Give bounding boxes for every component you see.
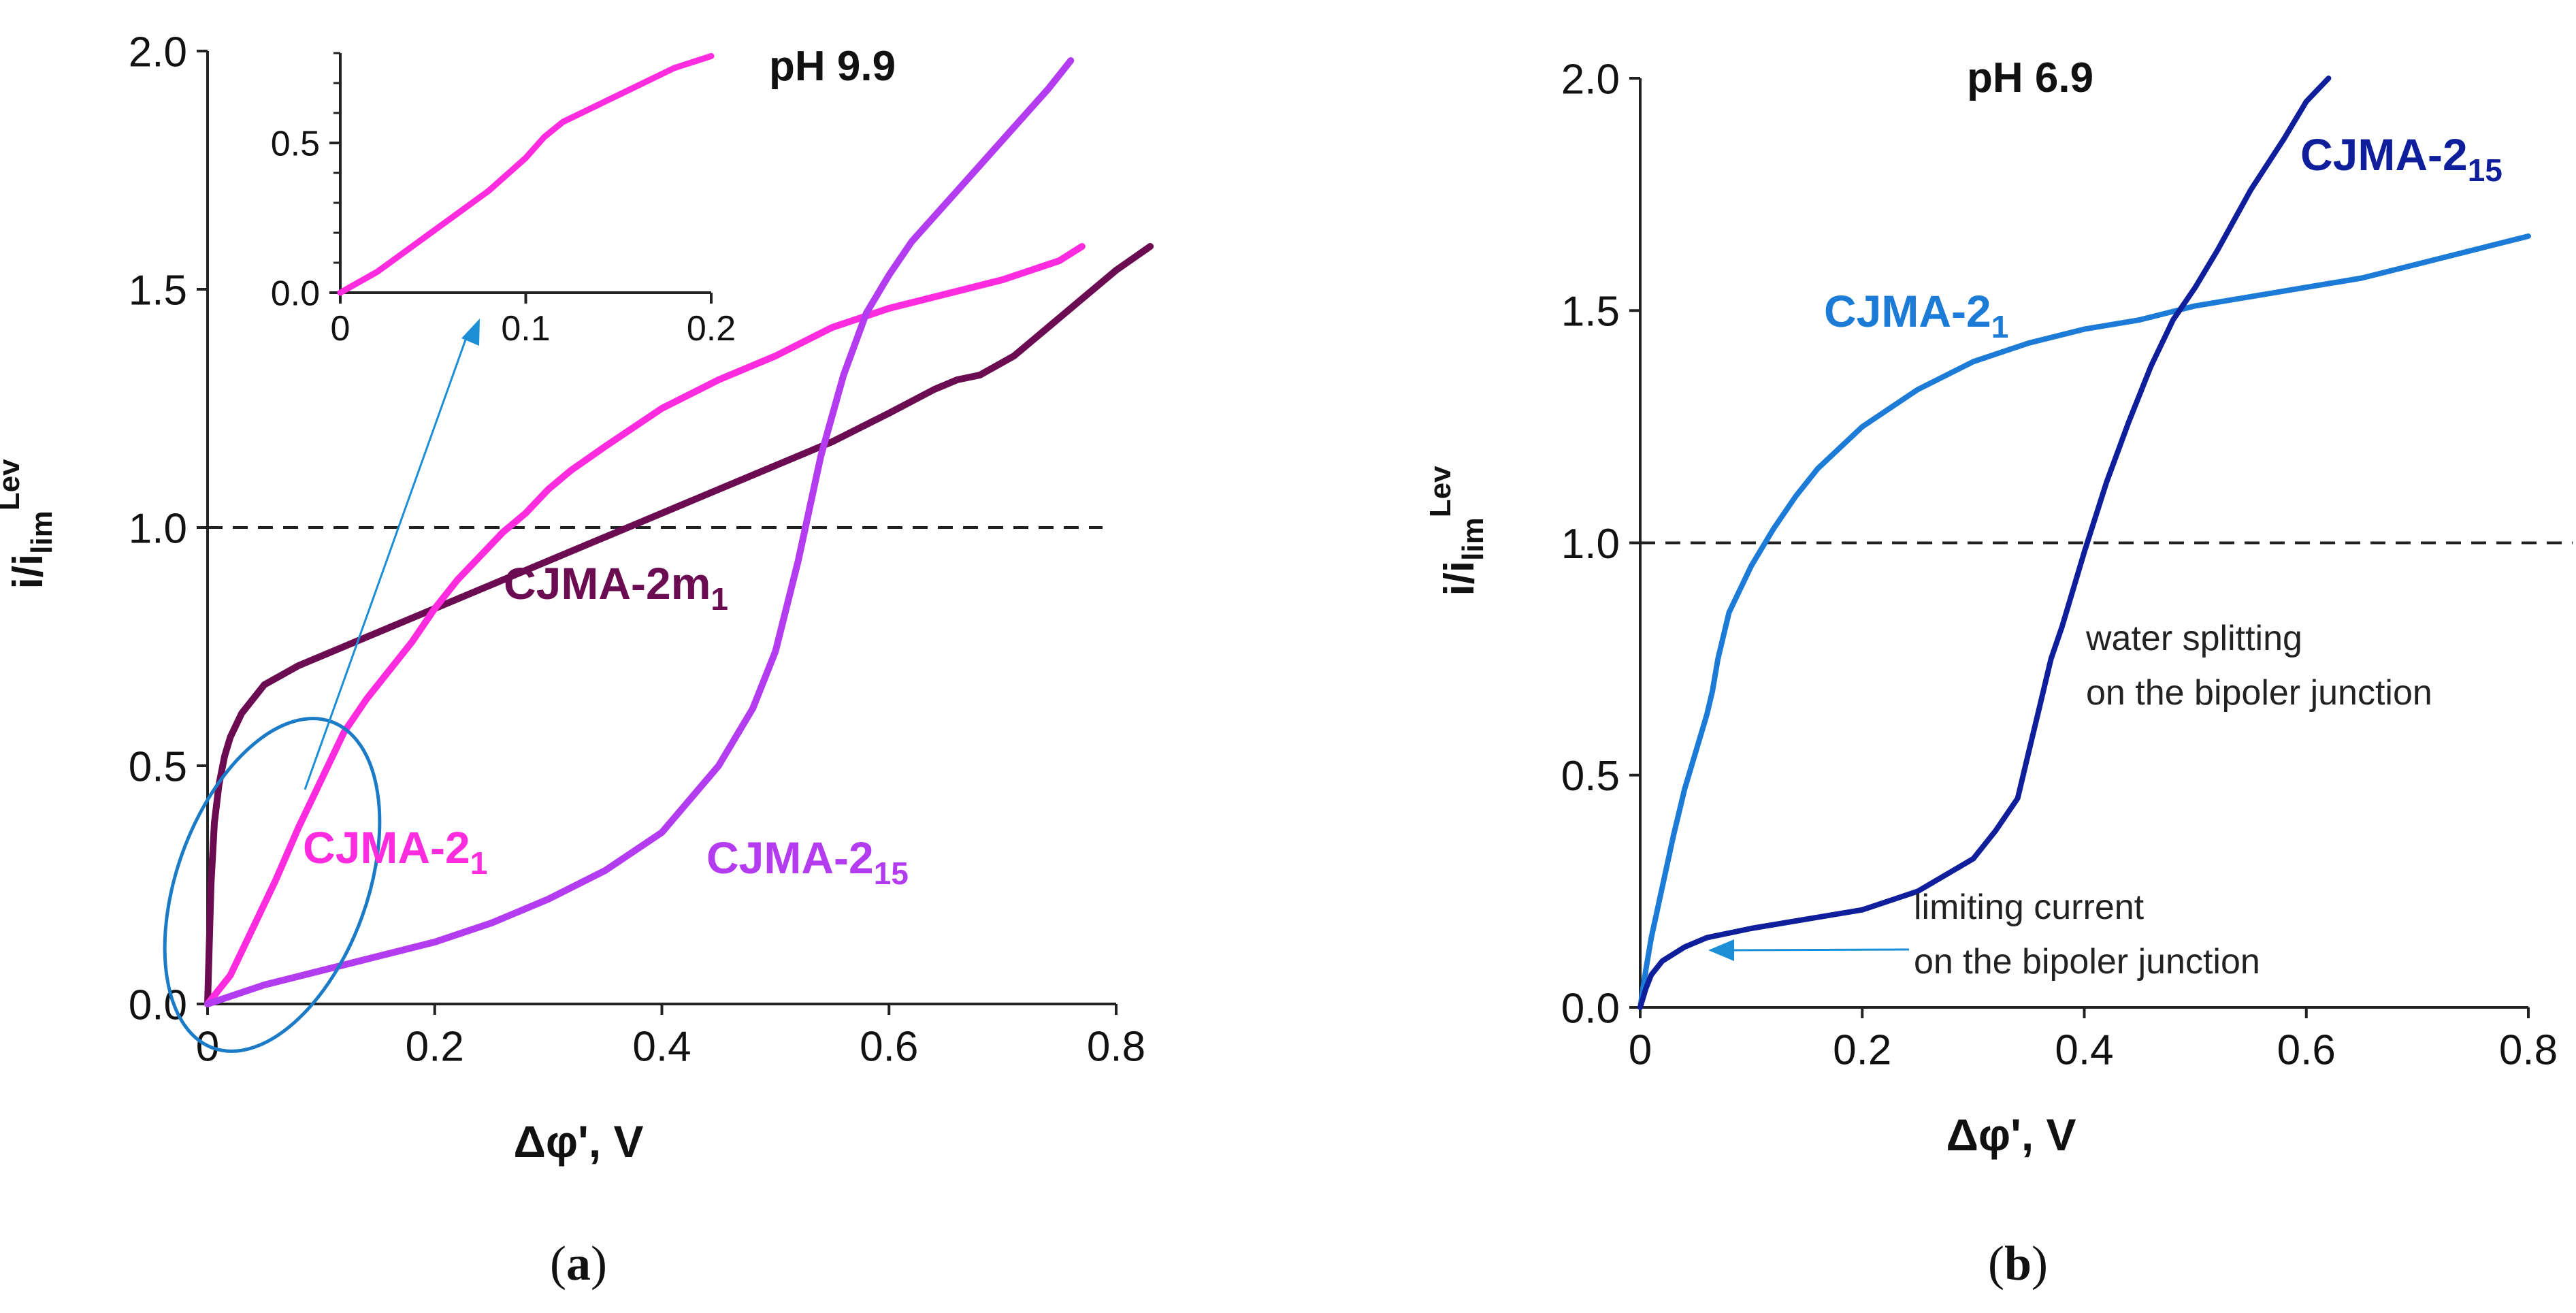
b-x-tick-label: 0.2 [1833,1027,1891,1074]
series-label-cjma-215-a: CJMA-215 [706,832,909,891]
inset-x-tick-label: 0.2 [687,309,736,348]
chart-panel-b: 0.0 0.5 1.0 1.5 2.0 0 0.2 0.4 0.6 0.8 pH 6.9 CJMA… [1424,54,2573,1291]
b-y-tick-label: 1.0 [1561,521,1620,568]
inset-x-tick-label: 0.1 [501,309,550,348]
ticks-a: 0.0 0.5 1.0 1.5 2.0 0 0.2 0.4 0.6 0.8 [129,29,1145,1070]
series-group-a [204,57,1154,1007]
chart-title-b: pH 6.9 [1967,54,2093,101]
x-axis-label-a: Δφ', V [513,1116,643,1167]
b-x-tick-label: 0 [1629,1027,1652,1074]
b-x-tick-label: 0.8 [2499,1027,2558,1074]
inset-chart: 0.0 0.5 0 0.1 0.2 [271,52,736,348]
panel-label-b: (b) [1988,1236,2048,1291]
b-y-tick-label: 2.0 [1561,56,1620,103]
series-label-cjma-215-b: CJMA-215 [2300,129,2502,188]
inset-y-tick-label: 0.5 [271,125,320,164]
a-y-tick-label: 2.0 [129,29,187,76]
a-y-tick-label: 1.0 [129,505,187,552]
a-y-tick-label: 0.0 [129,982,187,1028]
b-x-tick-label: 0.6 [2277,1027,2336,1074]
series-group-b [1637,76,2531,1010]
ticks-b: 0.0 0.5 1.0 1.5 2.0 0 0.2 0.4 0.6 0.8 [1561,56,2558,1073]
inset-pointer-arrowhead [461,319,480,346]
chart-title-a: pH 9.9 [769,43,896,90]
b-x-tick-label: 0.4 [2055,1027,2113,1074]
b-y-tick-label: 1.5 [1561,289,1620,336]
b-y-tick-label: 0.5 [1561,753,1620,800]
panel-label-a: (a) [550,1236,607,1291]
series-label-cjma-21-a: CJMA-21 [303,822,487,881]
limiting-current-arrowhead [1708,939,1734,961]
inset-series-group [337,52,715,296]
annotation-limiting-current: limiting current on the bipoler junction [1914,888,2260,982]
a-y-tick-label: 0.5 [129,743,187,790]
y-axis-label-a: i/ilimLev [0,459,59,589]
a-series-cjma-2m1 [204,243,1154,1007]
b-series-cjma-215 [1637,76,2332,1010]
series-label-cjma-21-b: CJMA-21 [1824,286,2008,344]
a-x-tick-label: 0.8 [1087,1024,1145,1071]
a-x-tick-label: 0.4 [632,1024,691,1071]
inset-ticks: 0.0 0.5 0 0.1 0.2 [271,52,736,348]
inset-pointer-arrow [304,331,470,790]
a-x-tick-label: 0.6 [860,1024,918,1071]
b-y-tick-label: 0.0 [1561,985,1620,1032]
y-axis-label-b: i/ilimLev [1424,466,1490,596]
inset-x-tick-label: 0 [331,309,350,348]
a-series-cjma-215 [204,57,1075,1007]
series-label-cjma-2m1: CJMA-2m1 [504,558,728,617]
inset-series-cjma-21 [337,52,715,296]
annotation-water-splitting: water splitting on the bipoler junction [2085,619,2432,713]
chart-panel-a: 0.00.51.01.52.00 0.2 0.4 0.6 0.8 0.00.50 0.1 0… [0,29,1154,1291]
a-series-cjma-21 [204,243,1086,1007]
x-axis-label-b: Δφ', V [1946,1109,2076,1160]
highlight-ellipse [163,717,382,1053]
inset-y-tick-label: 0.0 [271,274,320,314]
a-y-tick-label: 1.5 [129,267,187,314]
b-series-cjma-21 [1637,233,2531,1010]
a-x-tick-label: 0.2 [406,1024,464,1071]
